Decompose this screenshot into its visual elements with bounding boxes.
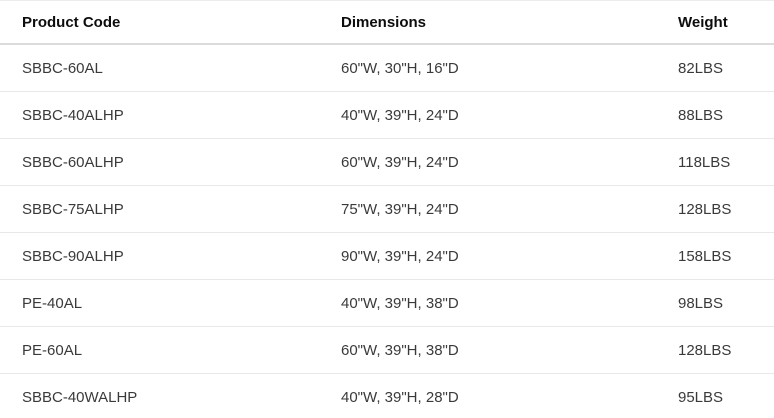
table-row: SBBC-60ALHP 60"W, 39"H, 24"D 118LBS [0, 139, 774, 186]
product-code-cell: SBBC-75ALHP [22, 200, 124, 218]
table-row: SBBC-40ALHP 40"W, 39"H, 24"D 88LBS [0, 92, 774, 139]
table-row: PE-60AL 60"W, 39"H, 38"D 128LBS [0, 327, 774, 374]
table-row: SBBC-40WALHP 40"W, 39"H, 28"D 95LBS [0, 374, 774, 418]
table-header-row: Product Code Dimensions Weight [0, 1, 774, 45]
product-code-cell: SBBC-90ALHP [22, 247, 124, 265]
table-row: SBBC-60AL 60"W, 30"H, 16"D 82LBS [0, 45, 774, 92]
table-row: SBBC-75ALHP 75"W, 39"H, 24"D 128LBS [0, 186, 774, 233]
weight-cell: 128LBS [678, 200, 732, 218]
dimensions-cell: 75"W, 39"H, 24"D [341, 200, 459, 218]
weight-cell: 82LBS [678, 59, 724, 77]
weight-cell: 95LBS [678, 388, 724, 406]
dimensions-cell: 40"W, 39"H, 28"D [341, 388, 459, 406]
product-code-cell: SBBC-40WALHP [22, 388, 138, 406]
weight-cell: 158LBS [678, 247, 732, 265]
dimensions-cell: 90"W, 39"H, 24"D [341, 247, 459, 265]
column-header-weight: Weight [678, 13, 728, 31]
dimensions-cell: 60"W, 39"H, 38"D [341, 341, 459, 359]
dimensions-cell: 40"W, 39"H, 38"D [341, 294, 459, 312]
weight-cell: 118LBS [678, 153, 731, 171]
table-row: PE-40AL 40"W, 39"H, 38"D 98LBS [0, 280, 774, 327]
dimensions-cell: 60"W, 39"H, 24"D [341, 153, 459, 171]
product-code-cell: SBBC-40ALHP [22, 106, 124, 124]
table-body: SBBC-60AL 60"W, 30"H, 16"D 82LBS SBBC-40… [0, 45, 774, 418]
weight-cell: 128LBS [678, 341, 732, 359]
column-header-product-code: Product Code [22, 13, 121, 31]
product-code-cell: PE-40AL [22, 294, 83, 312]
dimensions-cell: 40"W, 39"H, 24"D [341, 106, 459, 124]
table-row: SBBC-90ALHP 90"W, 39"H, 24"D 158LBS [0, 233, 774, 280]
product-code-cell: SBBC-60ALHP [22, 153, 124, 171]
weight-cell: 88LBS [678, 106, 724, 124]
product-code-cell: PE-60AL [22, 341, 83, 359]
column-header-dimensions: Dimensions [341, 13, 427, 31]
product-code-cell: SBBC-60AL [22, 59, 103, 77]
dimensions-cell: 60"W, 30"H, 16"D [341, 59, 459, 77]
weight-cell: 98LBS [678, 294, 724, 312]
